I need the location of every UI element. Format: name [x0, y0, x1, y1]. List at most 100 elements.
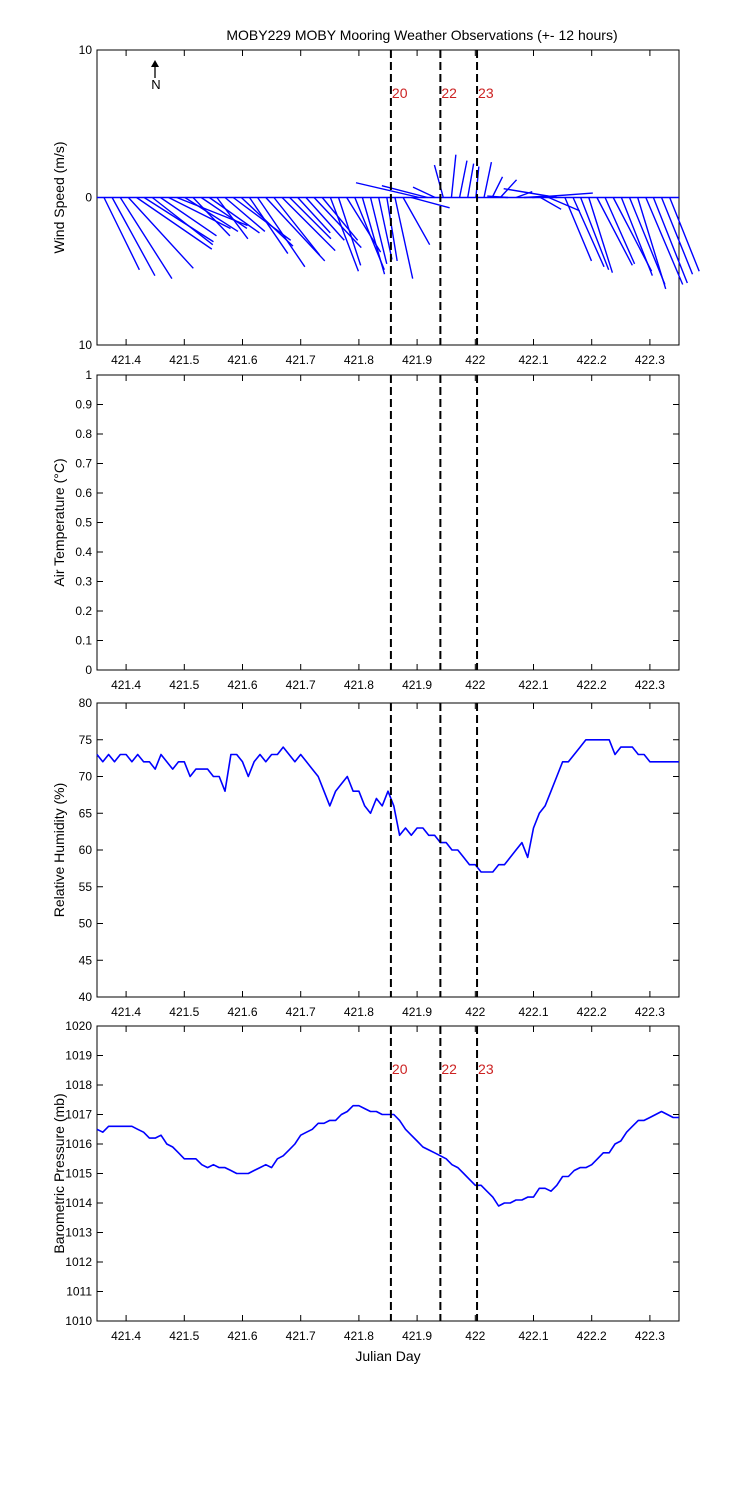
y-tick-label: 10: [79, 43, 93, 57]
wind-vector: [548, 196, 580, 212]
y-tick-label: 0.2: [75, 604, 92, 618]
x-tick-label: 422: [465, 353, 485, 367]
y-tick-label: 0: [85, 663, 92, 677]
y-tick-label: 0.1: [75, 634, 92, 648]
wind-vector: [386, 197, 398, 262]
wind-vector: [402, 197, 431, 246]
y-tick-label: 80: [79, 696, 93, 710]
wind-vector: [313, 197, 362, 249]
wind-vector: [355, 182, 420, 199]
y-tick-label: 55: [79, 880, 93, 894]
x-tick-label: 422.2: [577, 1005, 607, 1019]
y-axis-label: Barometric Pressure (mb): [51, 1093, 67, 1253]
x-tick-label: 421.7: [286, 1329, 316, 1343]
wind-vector: [378, 197, 393, 260]
y-tick-label: 1012: [65, 1255, 92, 1269]
wind-vector: [184, 196, 239, 233]
y-tick-label: 1: [85, 368, 92, 382]
wind-vector: [450, 154, 457, 198]
wind-vector: [281, 197, 336, 252]
wind-vector: [273, 197, 321, 256]
x-tick-label: 421.8: [344, 353, 374, 367]
wind-vector: [216, 197, 249, 240]
panels: 421.4 421.5 421.6 421.7 421.8 421.9 422 422.1 42…: [51, 43, 700, 1364]
north-label: N: [151, 77, 160, 92]
wind-vector: [111, 197, 156, 277]
data-line: [96, 738, 679, 873]
x-tick-label: 422.2: [577, 353, 607, 367]
wind-vector: [669, 197, 700, 272]
wind-vector: [265, 197, 326, 262]
wind-vector: [168, 196, 231, 230]
wind-vector: [289, 197, 332, 240]
y-tick-label: 0.3: [75, 575, 92, 589]
x-tick-label: 422.3: [635, 678, 665, 692]
x-tick-label: 421.7: [286, 678, 316, 692]
wind-vector: [151, 196, 214, 246]
wind-vector: [628, 197, 666, 285]
x-tick-label: 422: [465, 1329, 485, 1343]
north-arrow-icon: [151, 60, 159, 67]
x-tick-label: 421.6: [227, 1329, 257, 1343]
y-tick-label: 0.6: [75, 486, 92, 500]
x-axis-label: Julian Day: [355, 1348, 420, 1364]
x-tick-label: 421.9: [402, 678, 432, 692]
wind-vector: [103, 197, 141, 271]
marker-label: 23: [478, 1061, 494, 1077]
wind-vector: [433, 164, 444, 198]
chart-title: MOBY229 MOBY Mooring Weather Observation…: [226, 27, 617, 43]
wind-vector: [412, 186, 436, 199]
wind-vector: [329, 197, 360, 272]
wind-vector: [394, 197, 414, 279]
y-tick-label: 0.8: [75, 427, 92, 441]
y-tick-label: 65: [79, 806, 93, 820]
x-tick-label: 421.5: [169, 353, 199, 367]
wind-vector: [596, 197, 633, 266]
panel-2: 421.4 421.5 421.6 421.7 421.8 421.9 422 422.1 42…: [51, 368, 680, 692]
wind-vector: [337, 197, 362, 266]
y-tick-label: 70: [79, 770, 93, 784]
x-tick-label: 421.5: [169, 1329, 199, 1343]
wind-vector: [305, 197, 345, 241]
y-tick-label: 1010: [65, 1314, 92, 1328]
y-tick-label: 40: [79, 990, 93, 1004]
x-tick-label: 422: [465, 678, 485, 692]
y-axis-label: Wind Speed (m/s): [51, 141, 67, 253]
x-tick-label: 421.9: [402, 1005, 432, 1019]
x-tick-label: 422.1: [518, 678, 548, 692]
y-tick-label: 10: [79, 338, 93, 352]
marker-label: 20: [392, 1061, 408, 1077]
wind-vector: [321, 197, 359, 241]
x-tick-label: 421.8: [344, 1329, 374, 1343]
wind-vector: [127, 197, 194, 269]
x-tick-label: 421.4: [111, 1329, 141, 1343]
panel-3: 421.4 421.5 421.6 421.7 421.8 421.9 422 422.1 42…: [51, 696, 680, 1019]
wind-vector: [458, 160, 468, 198]
x-tick-label: 421.4: [111, 678, 141, 692]
x-tick-label: 422.1: [518, 1005, 548, 1019]
x-tick-label: 421.6: [227, 1005, 257, 1019]
x-tick-label: 421.9: [402, 1329, 432, 1343]
y-tick-label: 1015: [65, 1167, 92, 1181]
y-tick-label: 1014: [65, 1196, 92, 1210]
data-line: [96, 1104, 679, 1207]
wind-vector: [467, 163, 475, 198]
x-tick-label: 421.4: [111, 353, 141, 367]
y-axis-label: Relative Humidity (%): [51, 783, 67, 918]
wind-vector: [483, 161, 493, 198]
wind-vector: [503, 187, 557, 199]
x-tick-label: 422.3: [635, 353, 665, 367]
x-tick-label: 421.4: [111, 1005, 141, 1019]
wind-vector: [208, 196, 260, 234]
wind-vector: [192, 197, 231, 237]
x-tick-label: 422: [465, 1005, 485, 1019]
wind-vector: [381, 185, 428, 199]
y-tick-label: 1018: [65, 1078, 92, 1092]
wind-vector: [532, 192, 593, 199]
marker-label: 23: [478, 85, 494, 101]
x-tick-label: 421.5: [169, 1005, 199, 1019]
wind-vector: [620, 197, 654, 276]
wind-vector: [564, 197, 593, 262]
